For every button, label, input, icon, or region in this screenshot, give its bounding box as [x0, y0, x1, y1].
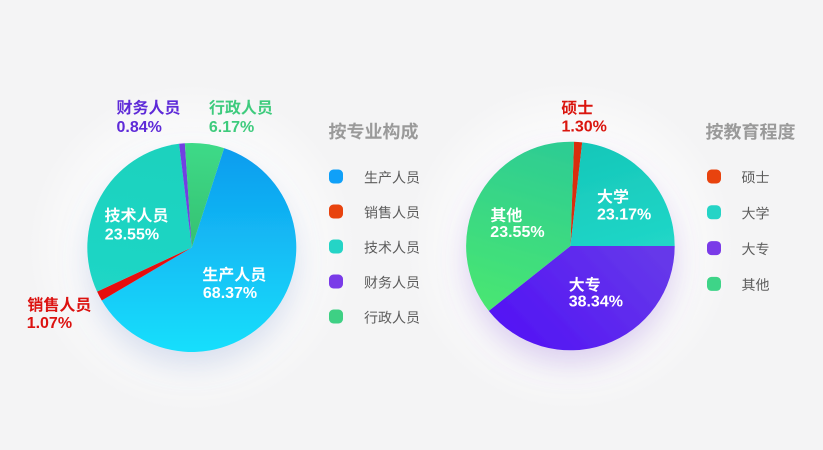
svg-text:23.55%: 23.55%	[105, 227, 159, 244]
svg-text:68.37%: 68.37%	[203, 285, 257, 302]
svg-text:6.17%: 6.17%	[209, 119, 254, 136]
svg-text:1.07%: 1.07%	[27, 315, 72, 332]
svg-text:1.30%: 1.30%	[562, 118, 607, 135]
svg-text:38.34%: 38.34%	[569, 293, 623, 310]
svg-text:23.55%: 23.55%	[490, 224, 544, 241]
svg-text:0.84%: 0.84%	[117, 119, 162, 136]
svg-text:23.17%: 23.17%	[597, 207, 651, 224]
